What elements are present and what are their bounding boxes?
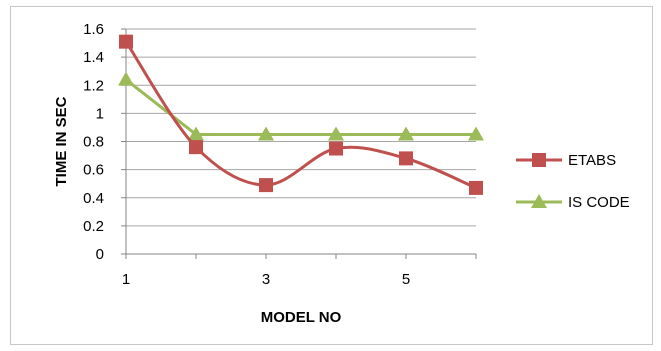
data-point-etabs bbox=[329, 141, 343, 156]
y-tick-label: 0.8 bbox=[83, 134, 104, 151]
gridlines bbox=[126, 28, 476, 227]
legend-label-is-code: IS CODE bbox=[568, 194, 630, 211]
y-tick-label: 1.4 bbox=[83, 49, 104, 66]
data-point-is-code bbox=[468, 126, 484, 141]
y-tick-label: 0.4 bbox=[83, 190, 104, 207]
series-etabs bbox=[119, 34, 483, 195]
legend-label-etabs: ETABS bbox=[568, 152, 616, 169]
x-tick-label: 5 bbox=[402, 271, 410, 288]
x-tick-label: 1 bbox=[122, 271, 130, 288]
x-axis-ticks: 1 3 5 bbox=[122, 254, 477, 288]
series-line-etabs bbox=[124, 40, 477, 190]
data-point-etabs bbox=[259, 178, 273, 193]
legend-item-etabs: ETABS bbox=[516, 152, 616, 169]
series-is-code bbox=[118, 71, 484, 141]
y-tick-label: 0.6 bbox=[83, 162, 104, 179]
legend: ETABS IS CODE bbox=[516, 152, 630, 211]
data-point-etabs bbox=[399, 151, 413, 166]
data-point-etabs bbox=[119, 34, 133, 49]
x-axis-title: MODEL NO bbox=[261, 309, 342, 326]
y-tick-label: 1 bbox=[96, 105, 104, 122]
data-point-is-code bbox=[118, 71, 134, 86]
legend-item-is-code: IS CODE bbox=[516, 194, 630, 211]
series-group bbox=[118, 34, 484, 195]
legend-marker-etabs bbox=[532, 153, 546, 167]
data-point-is-code bbox=[398, 126, 414, 141]
y-tick-label: 0.2 bbox=[83, 218, 104, 235]
series-line-is-code bbox=[125, 78, 476, 136]
y-axis-title: TIME IN SEC bbox=[53, 96, 70, 186]
data-point-is-code bbox=[188, 126, 204, 141]
data-point-etabs bbox=[469, 180, 483, 195]
y-axis-ticks: 0 0.2 0.4 0.6 0.8 1 1.2 1.4 1.6 bbox=[83, 21, 126, 263]
x-tick-label: 3 bbox=[262, 271, 270, 288]
data-point-etabs bbox=[189, 140, 203, 155]
data-point-is-code bbox=[258, 126, 274, 141]
data-point-is-code bbox=[328, 126, 344, 141]
y-tick-label: 1.2 bbox=[83, 77, 104, 94]
y-tick-label: 0 bbox=[96, 246, 104, 263]
chart-frame bbox=[10, 6, 653, 345]
legend-marker-is-code bbox=[531, 194, 547, 208]
y-tick-label: 1.6 bbox=[83, 21, 104, 38]
